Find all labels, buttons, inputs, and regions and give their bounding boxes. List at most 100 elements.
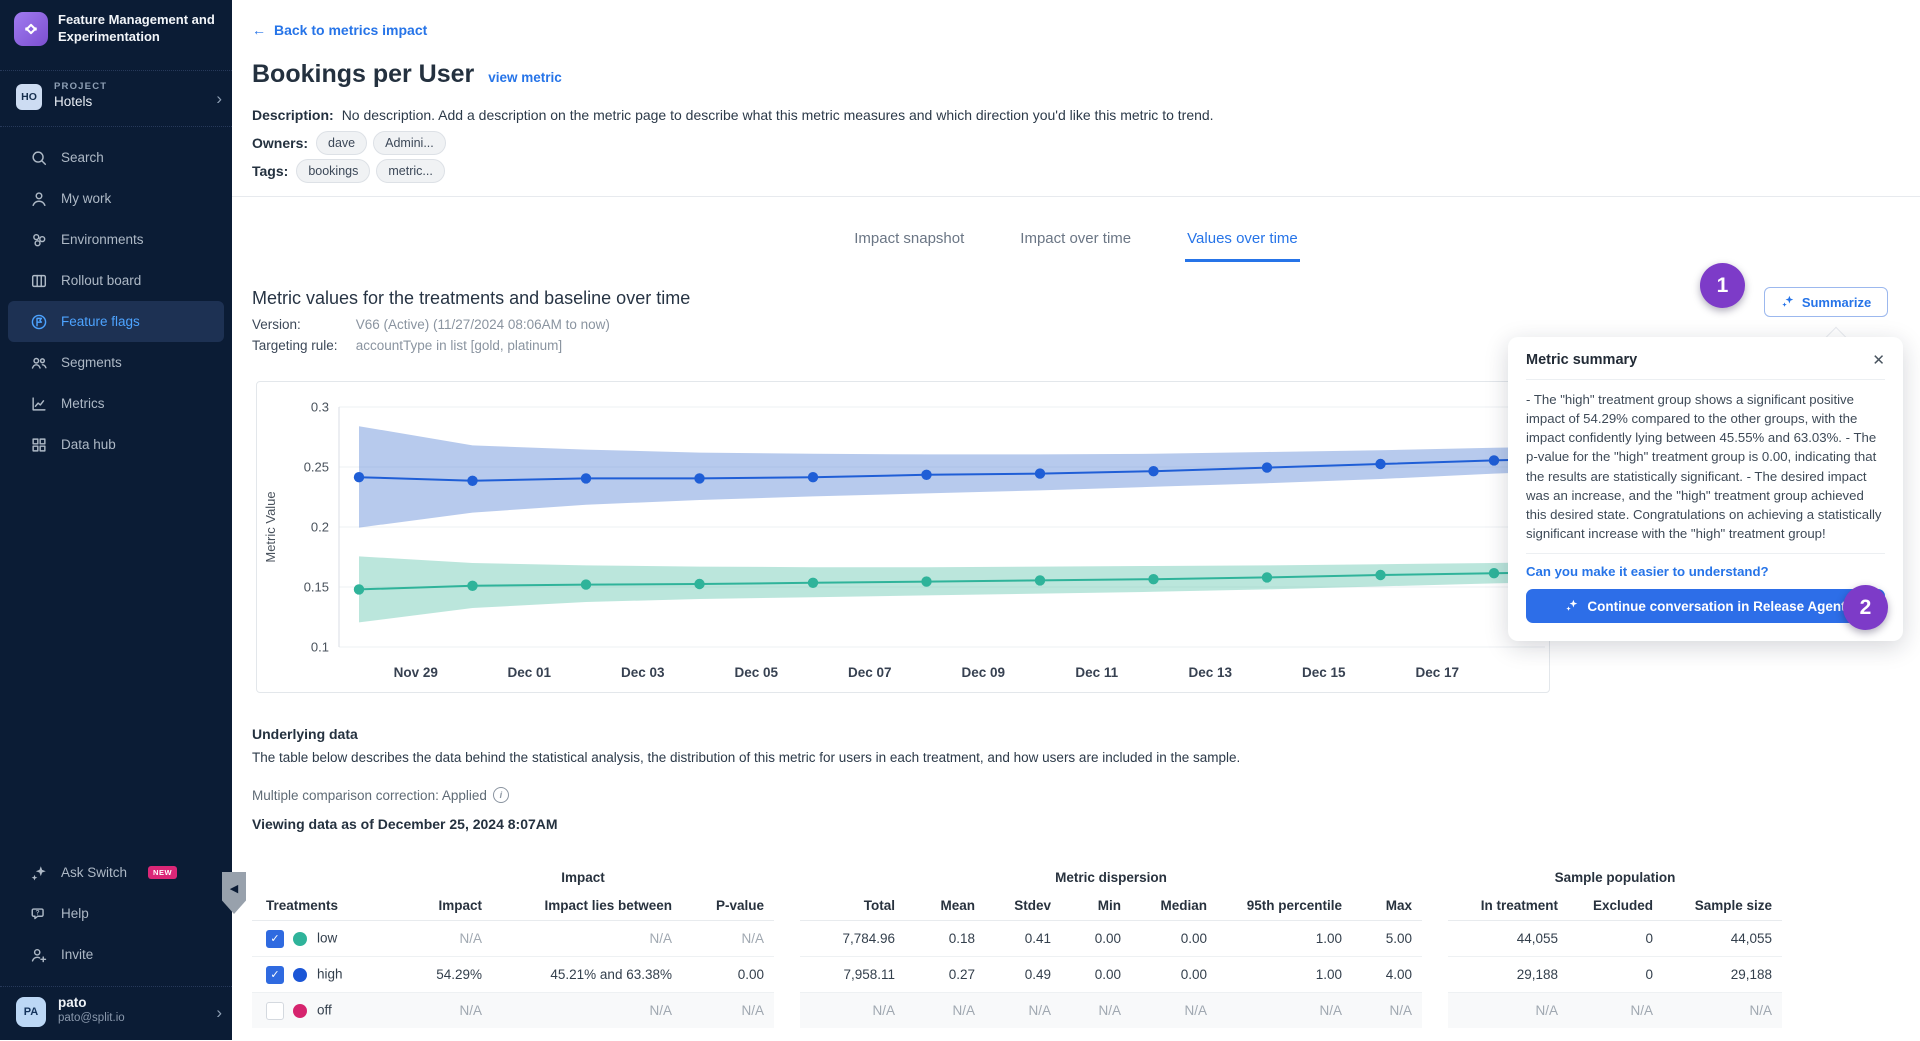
main-content: ← Back to metrics impact Bookings per Us… xyxy=(232,0,1920,1040)
section-heading: Metric values for the treatments and bas… xyxy=(252,288,690,309)
group-header-impact: Impact xyxy=(392,864,774,890)
cell-stdev: 0.41 xyxy=(985,921,1061,957)
correction-row: Multiple comparison correction: Applied … xyxy=(252,787,509,803)
treatment-checkbox-low[interactable]: ✓ xyxy=(266,930,284,948)
treatment-color-dot xyxy=(293,1004,307,1018)
cell-median: N/A xyxy=(1131,993,1217,1029)
owner-chip[interactable]: dave xyxy=(316,131,367,155)
sidebar-item-rollout-board[interactable]: Rollout board xyxy=(8,260,224,301)
project-switcher[interactable]: HO PROJECT Hotels › xyxy=(0,76,232,120)
owner-chip[interactable]: Admini... xyxy=(373,131,446,155)
sidebar-item-data-hub[interactable]: Data hub xyxy=(8,424,224,465)
chevron-right-icon: › xyxy=(216,1003,222,1023)
search-icon xyxy=(30,149,48,167)
followup-question-link[interactable]: Can you make it easier to understand? xyxy=(1526,564,1885,579)
chevron-right-icon: › xyxy=(216,89,222,109)
back-link[interactable]: ← Back to metrics impact xyxy=(252,22,427,38)
svg-text:0.25: 0.25 xyxy=(304,460,329,475)
cell-95th-percentile: 1.00 xyxy=(1217,957,1352,993)
cell-p-value: N/A xyxy=(682,921,774,957)
cell-sample-size: N/A xyxy=(1663,993,1782,1029)
targeting-rule-value: accountType in list [gold, platinum] xyxy=(356,338,562,353)
svg-text:0.2: 0.2 xyxy=(311,520,329,535)
user-name: pato xyxy=(58,995,87,1010)
sidebar-item-label: Segments xyxy=(61,355,122,370)
view-metric-link[interactable]: view metric xyxy=(488,70,562,85)
cell-min: N/A xyxy=(1061,993,1131,1029)
app-logo: Feature Management and Experimentation xyxy=(14,12,218,46)
sidebar-item-label: Search xyxy=(61,150,104,165)
tag-chip[interactable]: metric... xyxy=(376,159,444,183)
cell-95th-percentile: 1.00 xyxy=(1217,921,1352,957)
svg-text:Dec 07: Dec 07 xyxy=(848,665,892,680)
cell-in-treatment: 44,055 xyxy=(1448,921,1568,957)
svg-text:Dec 03: Dec 03 xyxy=(621,665,665,680)
description-text: No description. Add a description on the… xyxy=(342,107,1214,123)
invite-icon xyxy=(30,946,48,964)
sidebar-item-label: My work xyxy=(61,191,111,206)
treatment-checkbox-off[interactable] xyxy=(266,1002,284,1020)
sidebar-item-help[interactable]: ? Help xyxy=(8,893,224,934)
treatment-checkbox-high[interactable]: ✓ xyxy=(266,966,284,984)
cell-impact-lies-between: 45.21% and 63.38% xyxy=(492,957,682,993)
tab-impact-over-time[interactable]: Impact over time xyxy=(1018,226,1133,262)
cell-impact-lies-between: N/A xyxy=(492,921,682,957)
user-icon xyxy=(30,190,48,208)
svg-text:0.15: 0.15 xyxy=(304,580,329,595)
svg-text:Dec 15: Dec 15 xyxy=(1302,665,1346,680)
annotation-badge-2: 2 xyxy=(1843,585,1888,630)
sidebar-item-label: Data hub xyxy=(61,437,116,452)
underlying-data-table: Impact Metric dispersion Sample populati… xyxy=(252,864,1782,1028)
version-row: Version: V66 (Active) (11/27/2024 08:06A… xyxy=(252,317,610,332)
sidebar-item-segments[interactable]: Segments xyxy=(8,342,224,383)
sidebar-item-label: Ask Switch xyxy=(61,865,127,880)
user-menu[interactable]: PA pato pato@split.io › xyxy=(0,986,232,1041)
treatment-label: high xyxy=(317,966,343,981)
cell-min: 0.00 xyxy=(1061,921,1131,957)
close-icon[interactable]: ✕ xyxy=(1872,351,1885,369)
info-icon[interactable]: i xyxy=(493,787,509,803)
cell-impact-lies-between: N/A xyxy=(492,993,682,1029)
table-column-header-row: Treatments Impact Impact lies between P-… xyxy=(252,890,1782,921)
sidebar-item-label: Feature flags xyxy=(61,314,140,329)
cell-p-value: N/A xyxy=(682,993,774,1029)
svg-text:Dec 13: Dec 13 xyxy=(1188,665,1232,680)
cell-mean: N/A xyxy=(905,993,985,1029)
sidebar-item-label: Help xyxy=(61,906,89,921)
sidebar-item-my-work[interactable]: My work xyxy=(8,178,224,219)
new-badge: NEW xyxy=(148,866,177,879)
sidebar-nav: Search My work Environments Rollout board Fe… xyxy=(0,137,232,465)
sidebar-item-feature-flags[interactable]: Feature flags xyxy=(8,301,224,342)
cell-excluded: 0 xyxy=(1568,921,1663,957)
cell-total: N/A xyxy=(800,993,905,1029)
sidebar: Feature Management and Experimentation H… xyxy=(0,0,232,1040)
cell-impact: 54.29% xyxy=(392,957,492,993)
tag-chip[interactable]: bookings xyxy=(296,159,370,183)
cell-stdev: 0.49 xyxy=(985,957,1061,993)
summarize-button[interactable]: Summarize xyxy=(1764,287,1888,317)
svg-text:Dec 05: Dec 05 xyxy=(734,665,778,680)
avatar: PA xyxy=(16,997,46,1027)
divider xyxy=(232,196,1920,197)
continue-conversation-button[interactable]: Continue conversation in Release Agent xyxy=(1526,589,1885,623)
svg-text:0.1: 0.1 xyxy=(311,640,329,655)
sidebar-item-ask-switch[interactable]: Ask Switch NEW xyxy=(8,852,224,893)
description-row: Description: No description. Add a descr… xyxy=(252,107,1214,123)
sidebar-item-label: Environments xyxy=(61,232,144,247)
sidebar-item-label: Invite xyxy=(61,947,93,962)
sidebar-item-metrics[interactable]: Metrics xyxy=(8,383,224,424)
chart-icon xyxy=(30,395,48,413)
tab-values-over-time[interactable]: Values over time xyxy=(1185,226,1300,262)
tab-impact-snapshot[interactable]: Impact snapshot xyxy=(852,226,966,262)
svg-text:?: ? xyxy=(35,909,39,916)
sidebar-divider xyxy=(0,70,232,71)
sidebar-item-invite[interactable]: Invite xyxy=(8,934,224,975)
cell-total: 7,784.96 xyxy=(800,921,905,957)
sidebar-item-search[interactable]: Search xyxy=(8,137,224,178)
cell-excluded: 0 xyxy=(1568,957,1663,993)
targeting-rule-row: Targeting rule: accountType in list [gol… xyxy=(252,338,562,353)
svg-text:Dec 09: Dec 09 xyxy=(961,665,1005,680)
sidebar-item-environments[interactable]: Environments xyxy=(8,219,224,260)
